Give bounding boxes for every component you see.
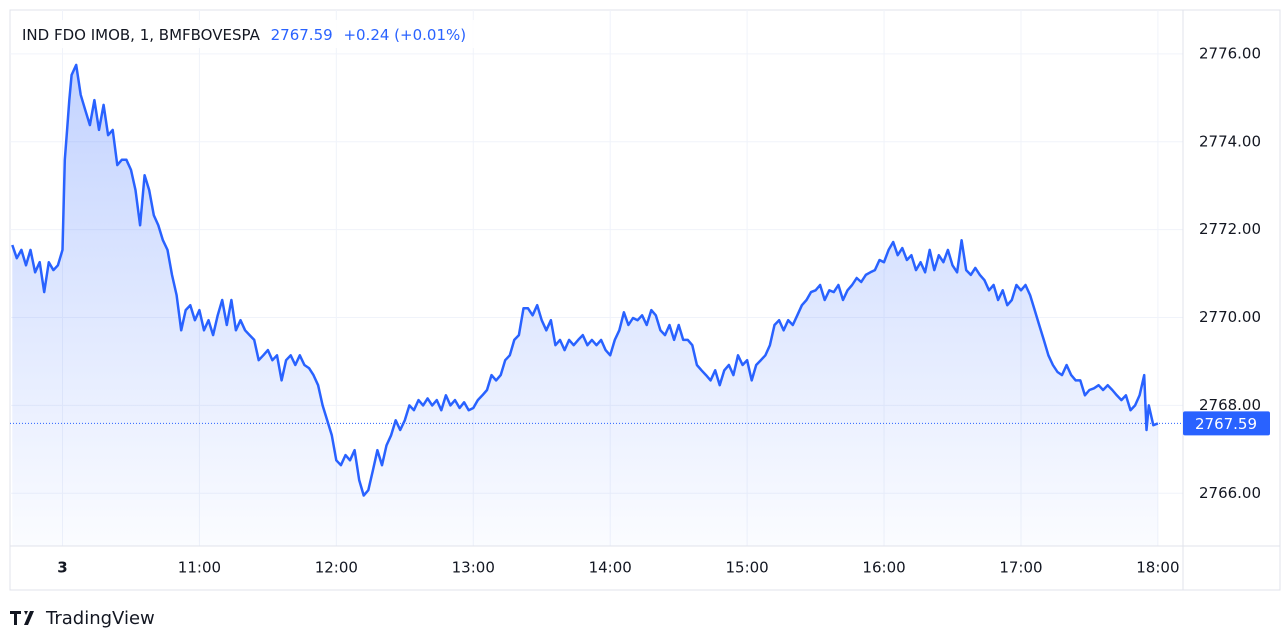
y-tick-label: 2770.00 — [1199, 308, 1261, 326]
x-tick-label: 11:00 — [178, 559, 221, 577]
symbol: IND FDO IMOB, 1, BMFBOVESPA — [22, 26, 261, 44]
last-price-badge — [1183, 411, 1270, 436]
change: +0.24 (+0.01%) — [343, 26, 466, 44]
legend-bg — [12, 20, 502, 48]
area — [12, 64, 1158, 547]
y-tick-label: 2766.00 — [1199, 484, 1261, 502]
y-tick-label: 2774.00 — [1199, 132, 1261, 150]
plot — [10, 63, 1183, 547]
x-tick-label: 14:00 — [589, 559, 632, 577]
x-tick-label: 18:00 — [1136, 559, 1179, 577]
brand-logo — [10, 611, 34, 625]
last-price-label: 2767.59 — [1195, 415, 1257, 433]
price: 2767.59 — [271, 26, 333, 44]
x-tick-label: 16:00 — [862, 559, 905, 577]
brand-name: TradingView — [45, 608, 155, 629]
logo-mark — [10, 611, 34, 625]
x-tick-label: 15:00 — [726, 559, 769, 577]
legend: IND FDO IMOB, 1, BMFBOVESPA 2767.59 +0.2… — [22, 26, 466, 44]
x-tick-label: 12:00 — [315, 559, 358, 577]
chart-frame — [9, 9, 1281, 591]
y-tick-label: 2776.00 — [1199, 44, 1261, 62]
y-tick-label: 2768.00 — [1199, 396, 1261, 414]
x-tick-label: 3 — [57, 559, 67, 577]
axes: 2766.00 2768.00 2770.00 2772.00 2774.00 2776.… — [57, 44, 1270, 577]
x-tick-label: 17:00 — [999, 559, 1042, 577]
y-tick-label: 2772.00 — [1199, 220, 1261, 238]
x-tick-label: 13:00 — [452, 559, 495, 577]
price-line — [11, 63, 1159, 497]
